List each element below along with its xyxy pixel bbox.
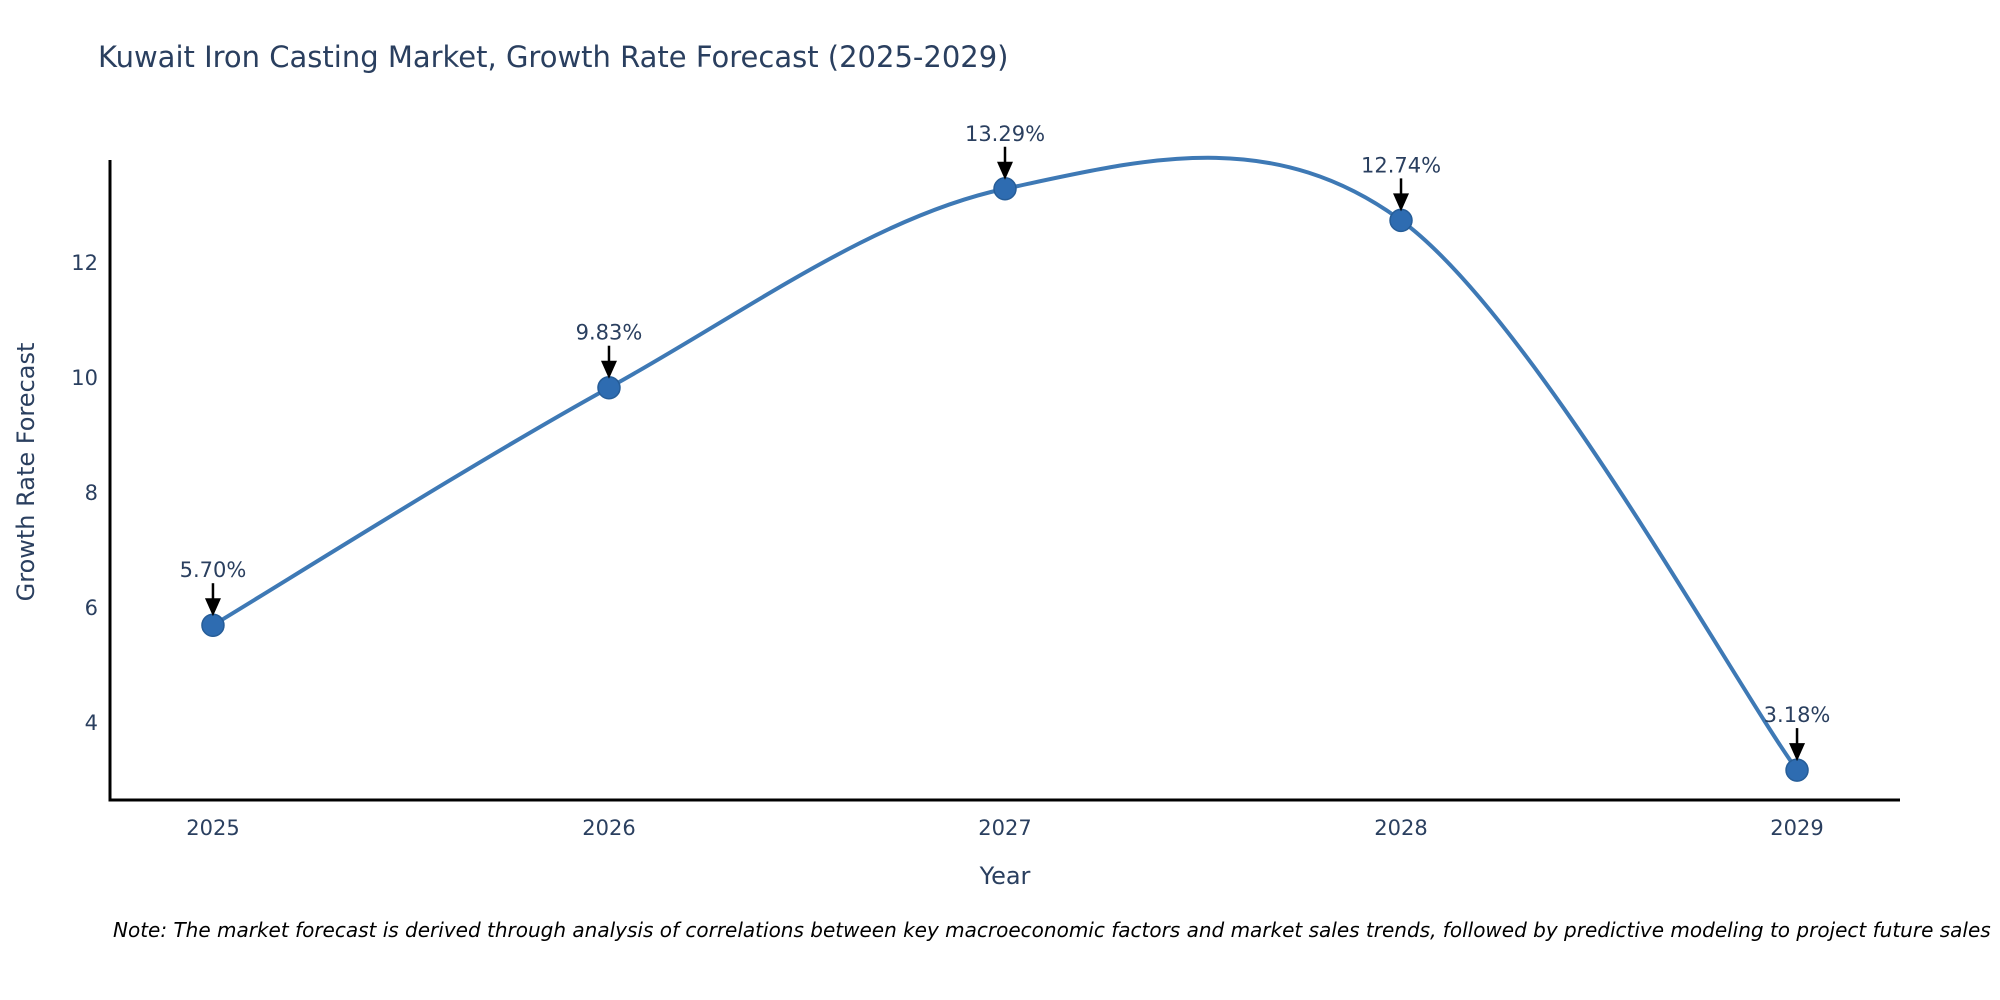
data-point-marker xyxy=(597,375,621,400)
annotation-arrow-head xyxy=(997,161,1013,180)
data-point-marker xyxy=(201,613,225,637)
x-axis-title: Year xyxy=(979,862,1031,890)
x-tick-label: 2029 xyxy=(1770,816,1823,840)
data-point-label: 13.29% xyxy=(965,122,1045,146)
data-point-label: 9.83% xyxy=(576,321,643,345)
footnote: Note: The market forecast is derived thr… xyxy=(113,918,1991,942)
x-tick-label: 2027 xyxy=(978,816,1031,840)
y-tick-label: 8 xyxy=(85,481,98,505)
x-tick-label: 2026 xyxy=(582,816,635,840)
data-point-label: 12.74% xyxy=(1361,153,1441,177)
y-tick-label: 10 xyxy=(71,366,98,390)
data-point-marker xyxy=(1389,208,1413,233)
data-point-label: 3.18% xyxy=(1764,703,1831,727)
data-point-marker xyxy=(993,177,1017,201)
y-tick-label: 6 xyxy=(85,596,98,620)
annotation-arrow-head xyxy=(204,598,221,617)
annotation-arrow-head xyxy=(1393,193,1410,212)
y-tick-label: 12 xyxy=(71,251,98,275)
x-tick-label: 2025 xyxy=(186,816,239,840)
annotation-arrow-head xyxy=(1789,743,1806,762)
data-point-marker xyxy=(1785,758,1809,782)
line-series xyxy=(210,155,1800,773)
data-point-label: 5.70% xyxy=(180,558,247,582)
x-tick-label: 2028 xyxy=(1374,816,1427,840)
y-tick-label: 4 xyxy=(85,711,98,735)
chart-title: Kuwait Iron Casting Market, Growth Rate … xyxy=(98,40,1009,74)
annotation-arrow-head xyxy=(600,360,617,379)
